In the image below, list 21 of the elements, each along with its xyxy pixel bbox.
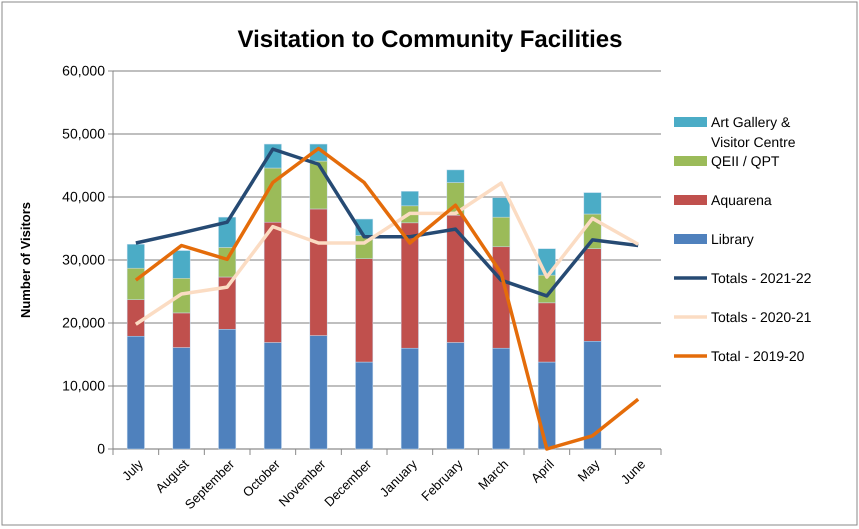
y-tick-label: 40,000	[62, 188, 106, 204]
y-tick-label: 10,000	[62, 377, 106, 394]
line-series	[134, 147, 640, 298]
legend-label: Library	[711, 231, 754, 247]
legend-label: Totals - 2021-22	[711, 270, 812, 286]
y-tick-label: 50,000	[62, 125, 106, 142]
y-tick-label: 0	[97, 440, 106, 456]
line-series	[134, 181, 640, 326]
y-tick-label: 30,000	[62, 251, 106, 268]
chart-title: Visitation to Community Facilities	[238, 26, 622, 53]
legend-label: QEII / QPT	[711, 153, 780, 169]
y-axis-title: Number of Visitors	[18, 202, 33, 318]
y-tick-label: 20,000	[62, 314, 106, 330]
line-series	[134, 146, 640, 451]
legend-label: Aquarena	[711, 192, 772, 208]
legend-label: Total - 2019-20	[711, 348, 805, 364]
legend-label: Totals - 2020-21	[711, 309, 812, 325]
y-tick-label: 60,000	[62, 62, 106, 78]
legend-label: Art Gallery & Visitor Centre	[711, 114, 796, 150]
x-tick-label: May	[574, 456, 603, 484]
x-tick-label: July	[118, 456, 146, 484]
